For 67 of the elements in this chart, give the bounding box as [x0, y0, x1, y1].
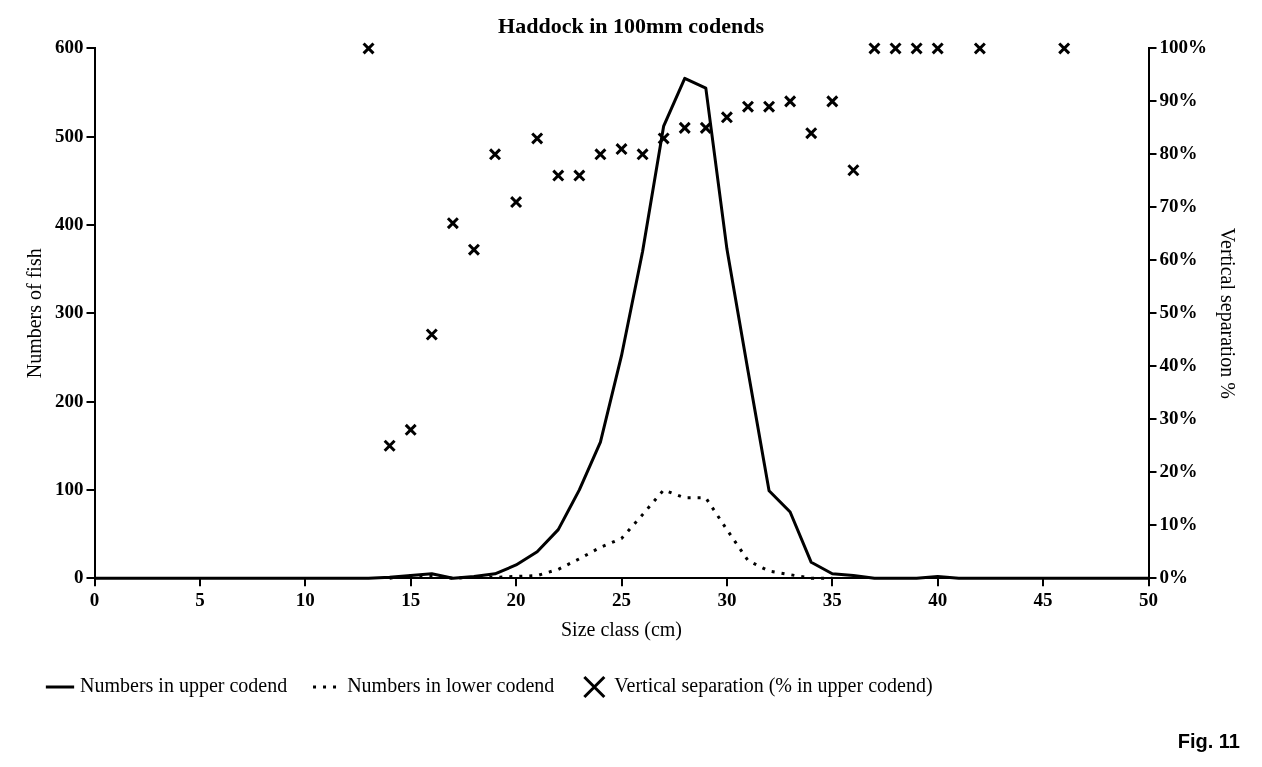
y-tick-label: 100	[55, 477, 84, 499]
y2-tick-label: 100%	[1159, 36, 1207, 58]
point	[973, 41, 987, 55]
point	[931, 41, 945, 55]
point	[425, 328, 439, 341]
point	[615, 142, 628, 156]
x-tick-label: 45	[1033, 588, 1053, 610]
y2-tick-label: 30%	[1159, 407, 1198, 429]
y2-tick-label: 50%	[1159, 301, 1198, 323]
y-tick-label: 300	[55, 301, 84, 323]
x-tick-label: 5	[195, 588, 205, 610]
point	[509, 195, 523, 209]
point	[572, 169, 586, 182]
x-tick-label: 10	[295, 588, 315, 610]
point	[762, 100, 776, 114]
chart-title: Haddock in 100mm codends	[498, 12, 765, 38]
y-tick-label: 0	[74, 566, 84, 588]
point	[593, 147, 607, 161]
point	[383, 439, 397, 453]
x-tick-label: 25	[612, 588, 631, 610]
x-tick-label: 35	[822, 588, 842, 610]
point	[636, 147, 650, 161]
y2-tick-label: 80%	[1159, 142, 1198, 164]
x-tick-label: 30	[717, 588, 737, 610]
y-tick-label: 600	[55, 36, 84, 58]
y2-tick-label: 0%	[1159, 566, 1188, 588]
point	[868, 41, 881, 55]
point	[657, 132, 671, 145]
point	[530, 132, 544, 145]
point	[804, 126, 818, 140]
x-tick-label: 40	[928, 588, 948, 610]
point	[467, 243, 481, 257]
point	[446, 216, 460, 230]
point	[362, 41, 375, 55]
point	[678, 121, 692, 135]
point	[488, 147, 502, 161]
point	[1057, 41, 1071, 55]
point	[910, 41, 924, 55]
point	[741, 100, 755, 114]
y2-tick-label: 10%	[1159, 513, 1198, 535]
point	[783, 94, 797, 108]
y-tick-label: 200	[55, 389, 84, 411]
x-tick-label: 0	[89, 588, 100, 610]
y2-tick-label: 20%	[1159, 460, 1198, 482]
point	[846, 163, 860, 177]
caption: Fig. 11	[1177, 729, 1240, 752]
point	[551, 169, 565, 182]
y2-tick-label: 40%	[1159, 354, 1198, 376]
point	[404, 423, 418, 437]
point	[825, 94, 839, 108]
y-tick-label: 400	[55, 212, 84, 234]
y-tick-label: 500	[55, 124, 84, 146]
legend-label: Numbers in upper codend	[80, 674, 288, 698]
legend-label: Vertical separation (% in upper codend)	[614, 674, 933, 698]
x-tick-label: 15	[401, 588, 421, 610]
y2-axis-title: Vertical separation %	[1215, 227, 1239, 399]
x-tick-label: 20	[506, 588, 526, 610]
y2-tick-label: 70%	[1159, 195, 1198, 217]
point	[720, 110, 734, 124]
x-tick-label: 50	[1139, 588, 1158, 610]
y-axis-title: Numbers of fish	[23, 248, 46, 379]
point	[699, 121, 713, 135]
y2-tick-label: 60%	[1159, 248, 1198, 270]
point	[889, 41, 902, 55]
x-axis-title: Size class (cm)	[560, 618, 683, 642]
y2-tick-label: 90%	[1159, 89, 1198, 111]
legend-label: Numbers in lower codend	[347, 674, 555, 697]
